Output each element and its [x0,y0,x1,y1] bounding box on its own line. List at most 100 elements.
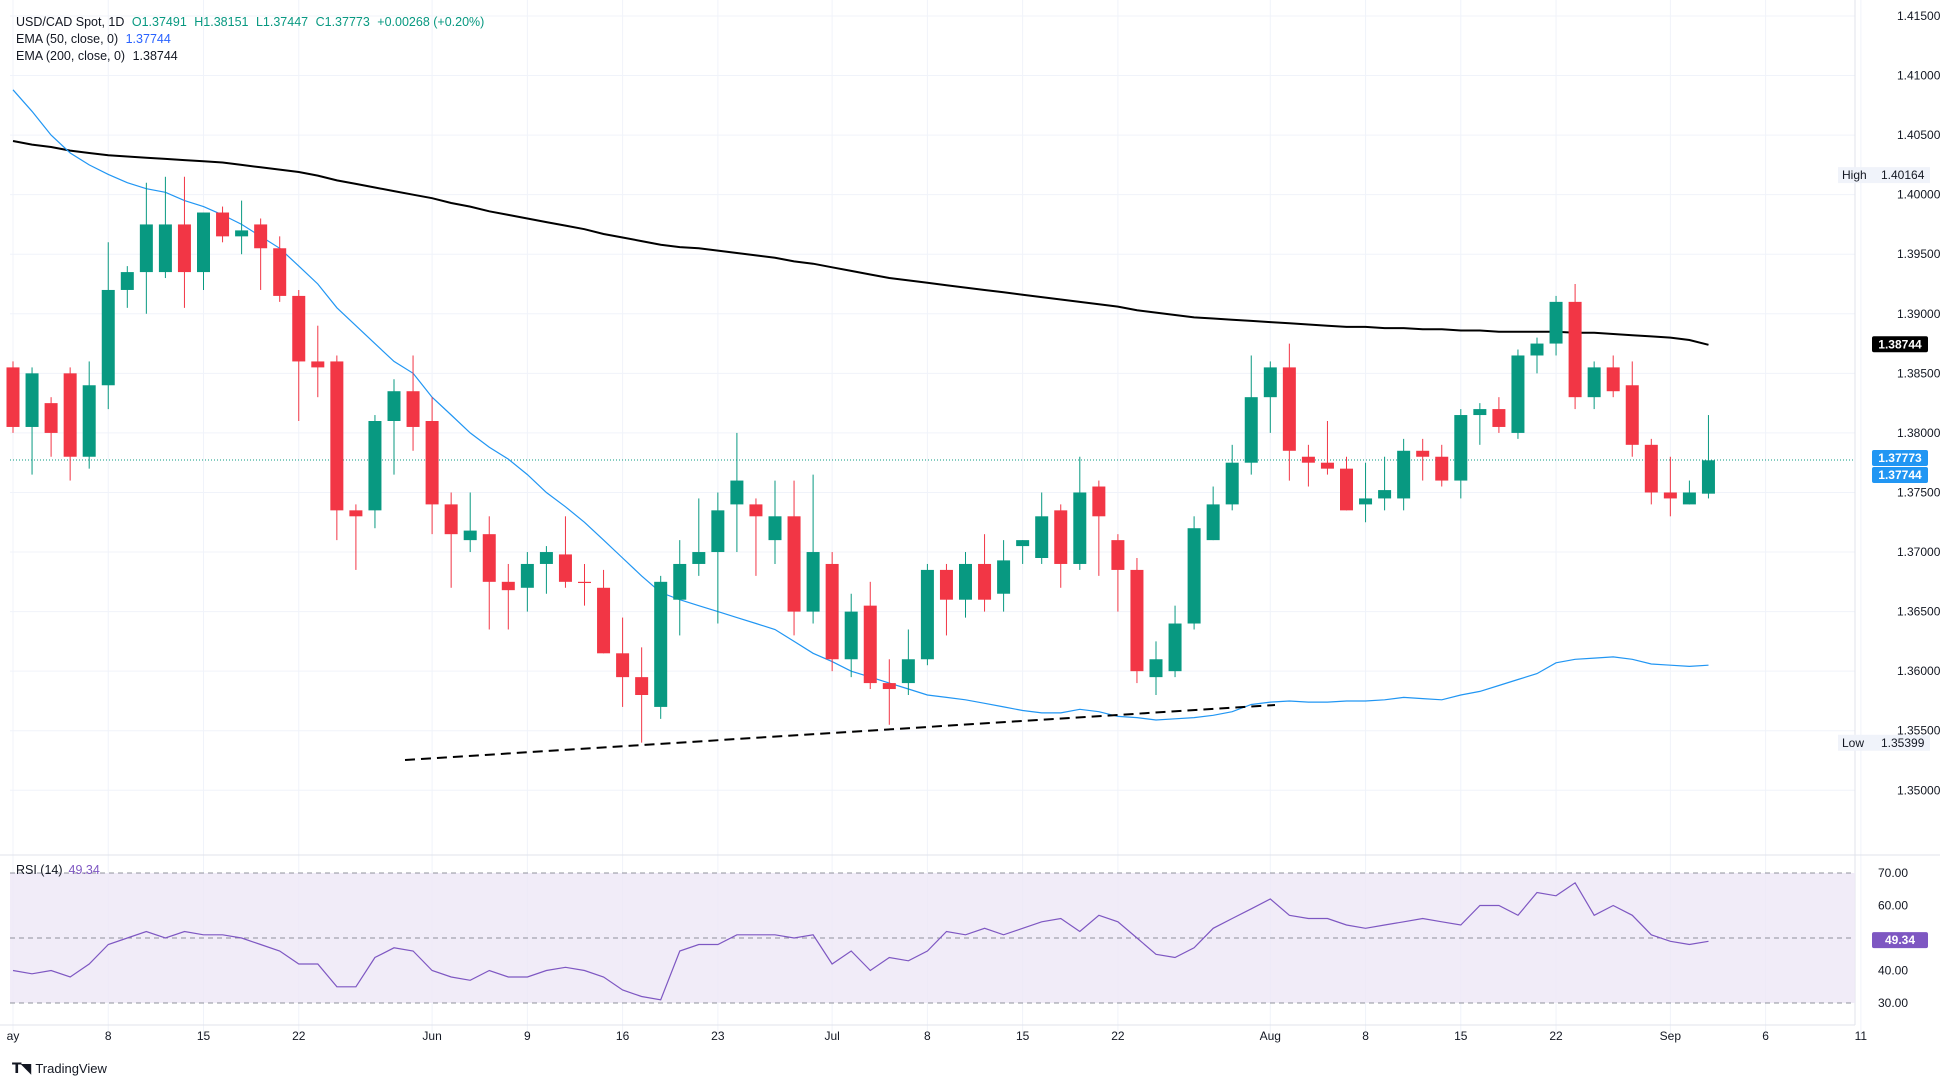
candle-body [444,504,458,535]
candle-body [1701,460,1715,494]
time-tick-label: 9 [524,1029,531,1043]
close-price-tag: 1.37773 [1872,449,1928,466]
rsi-legend: RSI (14) 49.34 [16,863,100,877]
candle-body [692,552,706,564]
brand[interactable]: 𝗧◥ TradingView [12,1060,107,1077]
candle-body [368,421,382,511]
candle-body [1340,468,1353,511]
candle-body [197,212,210,273]
candle-body [1263,367,1277,398]
candle-body [882,683,896,690]
candle-body [1587,367,1601,398]
tradingview-logo-icon: 𝗧◥ [12,1060,31,1076]
candle-body [1016,540,1030,547]
ohlc-legend: USD/CAD Spot, 1D O1.37491 H1.38151 L1.37… [16,14,488,31]
candle-body [997,560,1011,594]
candle-body [1111,540,1125,570]
candle-body [1606,367,1620,392]
candle-body [978,563,992,600]
ema200-price-tag: 1.38744 [1872,336,1928,353]
candle-body [673,563,687,600]
low-marker: Low 1.35399 [1838,734,1930,751]
time-tick-label: 15 [1016,1029,1030,1043]
candle-body [1282,367,1296,451]
candle-body [44,403,58,433]
price-tick-label: 1.41500 [1897,9,1940,23]
svg-text:High: High [1842,168,1867,182]
candle-body [597,587,611,654]
candle-body [539,552,553,564]
price-tick-label: 1.39000 [1897,307,1940,321]
time-tick-label: Sep [1660,1029,1682,1043]
candle-body [1397,450,1411,499]
price-tick-label: 1.38000 [1897,426,1940,440]
candle-body [1568,301,1582,398]
rsi-tick-label: 40.00 [1878,964,1908,978]
candle-body [920,569,934,660]
time-tick-label: 16 [616,1029,630,1043]
candle-body [1625,385,1639,445]
candle-body [387,391,401,421]
candle-body [82,385,96,457]
candle-body [1244,397,1258,463]
candle-body [1130,569,1144,672]
candle-body [1359,498,1373,505]
price-tick-label: 1.41000 [1897,69,1940,83]
candle-body [578,581,591,584]
candle-body [654,581,668,707]
time-tick-label: 8 [924,1029,931,1043]
brand-name: TradingView [35,1061,107,1076]
candle-body [1663,492,1677,499]
time-tick-label: 8 [105,1029,112,1043]
rsi-tick-label: 30.00 [1878,996,1908,1010]
candle-body [139,224,153,273]
candle-body [749,504,763,517]
candle-body [177,224,191,273]
time-tick-label: Jun [422,1029,441,1043]
ema200-line [12,140,1709,346]
price-tick-label: 1.37000 [1897,545,1940,559]
time-tick-label: 23 [711,1029,725,1043]
candle-body [1054,510,1068,564]
price-tick-label: 1.36500 [1897,605,1940,619]
candle-body [25,373,39,427]
price-tick-label: 1.36000 [1897,664,1940,678]
candle-body [1320,462,1334,469]
candle-body [1549,301,1563,344]
candle-body [787,516,801,612]
time-tick-label: 8 [1362,1029,1369,1043]
ema200-label: EMA (200, close, 0) [16,49,126,63]
candle-body [254,224,268,249]
low-value: L1.37447 [255,15,309,29]
rsi-value-tag: 49.34 [1872,932,1928,949]
price-tick-label: 1.40000 [1897,188,1940,202]
candle-body [1187,528,1201,624]
support-trendline [404,704,1276,761]
open-value: O1.37491 [131,15,187,29]
candle-body [1435,456,1449,481]
rsi-line [12,881,1709,1001]
candle-body [1492,409,1506,427]
rsi-tick-label: 70.00 [1878,866,1908,880]
candle-body [1206,504,1220,541]
price-tick-label: 1.35000 [1897,783,1940,797]
candle-body [520,563,534,588]
candle-body [349,510,363,517]
candle-body [1454,415,1468,481]
rsi-tick-label: 60.00 [1878,899,1908,913]
candle-body [1416,450,1430,457]
symbol-label: USD/CAD Spot, 1D [16,15,125,29]
candle-body [120,272,134,290]
candle-body [959,563,972,600]
price-tick-label: 1.40500 [1897,128,1940,142]
candle-body [558,554,572,582]
ema200-value: 1.38744 [132,49,178,63]
candle-body [863,605,877,684]
candle-body [482,534,496,582]
candle-body [1035,516,1049,558]
time-tick-label: 15 [197,1029,211,1043]
price-tick-label: 1.37500 [1897,485,1940,499]
candles [6,176,1715,743]
candle-body [768,516,782,541]
